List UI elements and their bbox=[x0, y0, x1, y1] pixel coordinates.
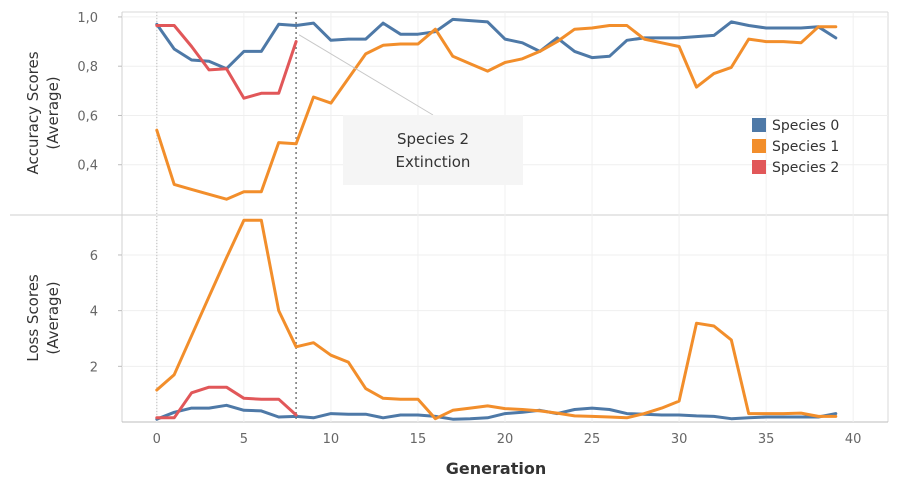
x-tick-label: 25 bbox=[584, 432, 601, 447]
reference-lines bbox=[156, 12, 297, 422]
x-tick-label: 35 bbox=[758, 432, 775, 447]
y-tick-label: 0,8 bbox=[77, 60, 98, 75]
annotation-line-1: Species 2 bbox=[397, 130, 469, 148]
series-line-species-2-accuracy bbox=[155, 24, 298, 100]
legend-swatch-species-2 bbox=[752, 160, 766, 174]
y-tick-label: 6 bbox=[90, 249, 98, 264]
chart-frame bbox=[10, 11, 889, 423]
y-axis-title-loss-line-1: Loss Scores bbox=[24, 274, 42, 362]
y-axis-title-loss-line-2: (Average) bbox=[44, 281, 62, 354]
series-line-species-2-loss bbox=[155, 385, 298, 420]
legend-label-species-1: Species 1 bbox=[772, 139, 839, 155]
legend-swatch-species-1 bbox=[752, 139, 766, 153]
y-tick-label: 1,0 bbox=[77, 11, 98, 26]
series-line-species-1-loss bbox=[155, 218, 838, 421]
gridlines bbox=[122, 12, 888, 422]
y-axis-title-accuracy: Accuracy Scores (Average) bbox=[24, 51, 62, 174]
series-line-species-0-loss bbox=[155, 403, 838, 421]
y-tick-label: 4 bbox=[90, 305, 98, 320]
x-axis-title: Generation bbox=[446, 459, 546, 478]
x-tick-label: 5 bbox=[240, 432, 248, 447]
x-tick-label: 20 bbox=[497, 432, 514, 447]
series-lines bbox=[155, 17, 838, 421]
x-tick-label: 40 bbox=[845, 432, 862, 447]
annotation-line-2: Extinction bbox=[396, 153, 471, 171]
legend-label-species-0: Species 0 bbox=[772, 118, 839, 134]
y-axis-title-loss: Loss Scores (Average) bbox=[24, 274, 62, 362]
y-axis-title-accuracy-line-2: (Average) bbox=[44, 76, 62, 149]
axes: 0 5 10 15 20 25 30 35 40 0,4 0,6 0,8 1,0 2 4 6 bbox=[77, 11, 861, 447]
annotation-leader-line bbox=[298, 34, 434, 116]
y-tick-label: 0,4 bbox=[77, 159, 98, 174]
series-line-species-0-accuracy bbox=[155, 17, 838, 71]
legend: Species 0 Species 1 Species 2 bbox=[752, 118, 839, 176]
x-tick-label: 0 bbox=[153, 432, 161, 447]
annotation: Species 2 Extinction bbox=[298, 34, 523, 185]
y-axis-title-accuracy-line-1: Accuracy Scores bbox=[24, 51, 42, 174]
annotation-box bbox=[343, 115, 523, 185]
y-tick-label: 2 bbox=[90, 360, 98, 375]
legend-swatch-species-0 bbox=[752, 118, 766, 132]
x-tick-label: 30 bbox=[671, 432, 688, 447]
x-tick-label: 15 bbox=[410, 432, 427, 447]
y-tick-label: 0,6 bbox=[77, 109, 98, 124]
legend-label-species-2: Species 2 bbox=[772, 160, 839, 176]
x-tick-label: 10 bbox=[323, 432, 340, 447]
series-line-species-1-accuracy bbox=[155, 24, 838, 201]
